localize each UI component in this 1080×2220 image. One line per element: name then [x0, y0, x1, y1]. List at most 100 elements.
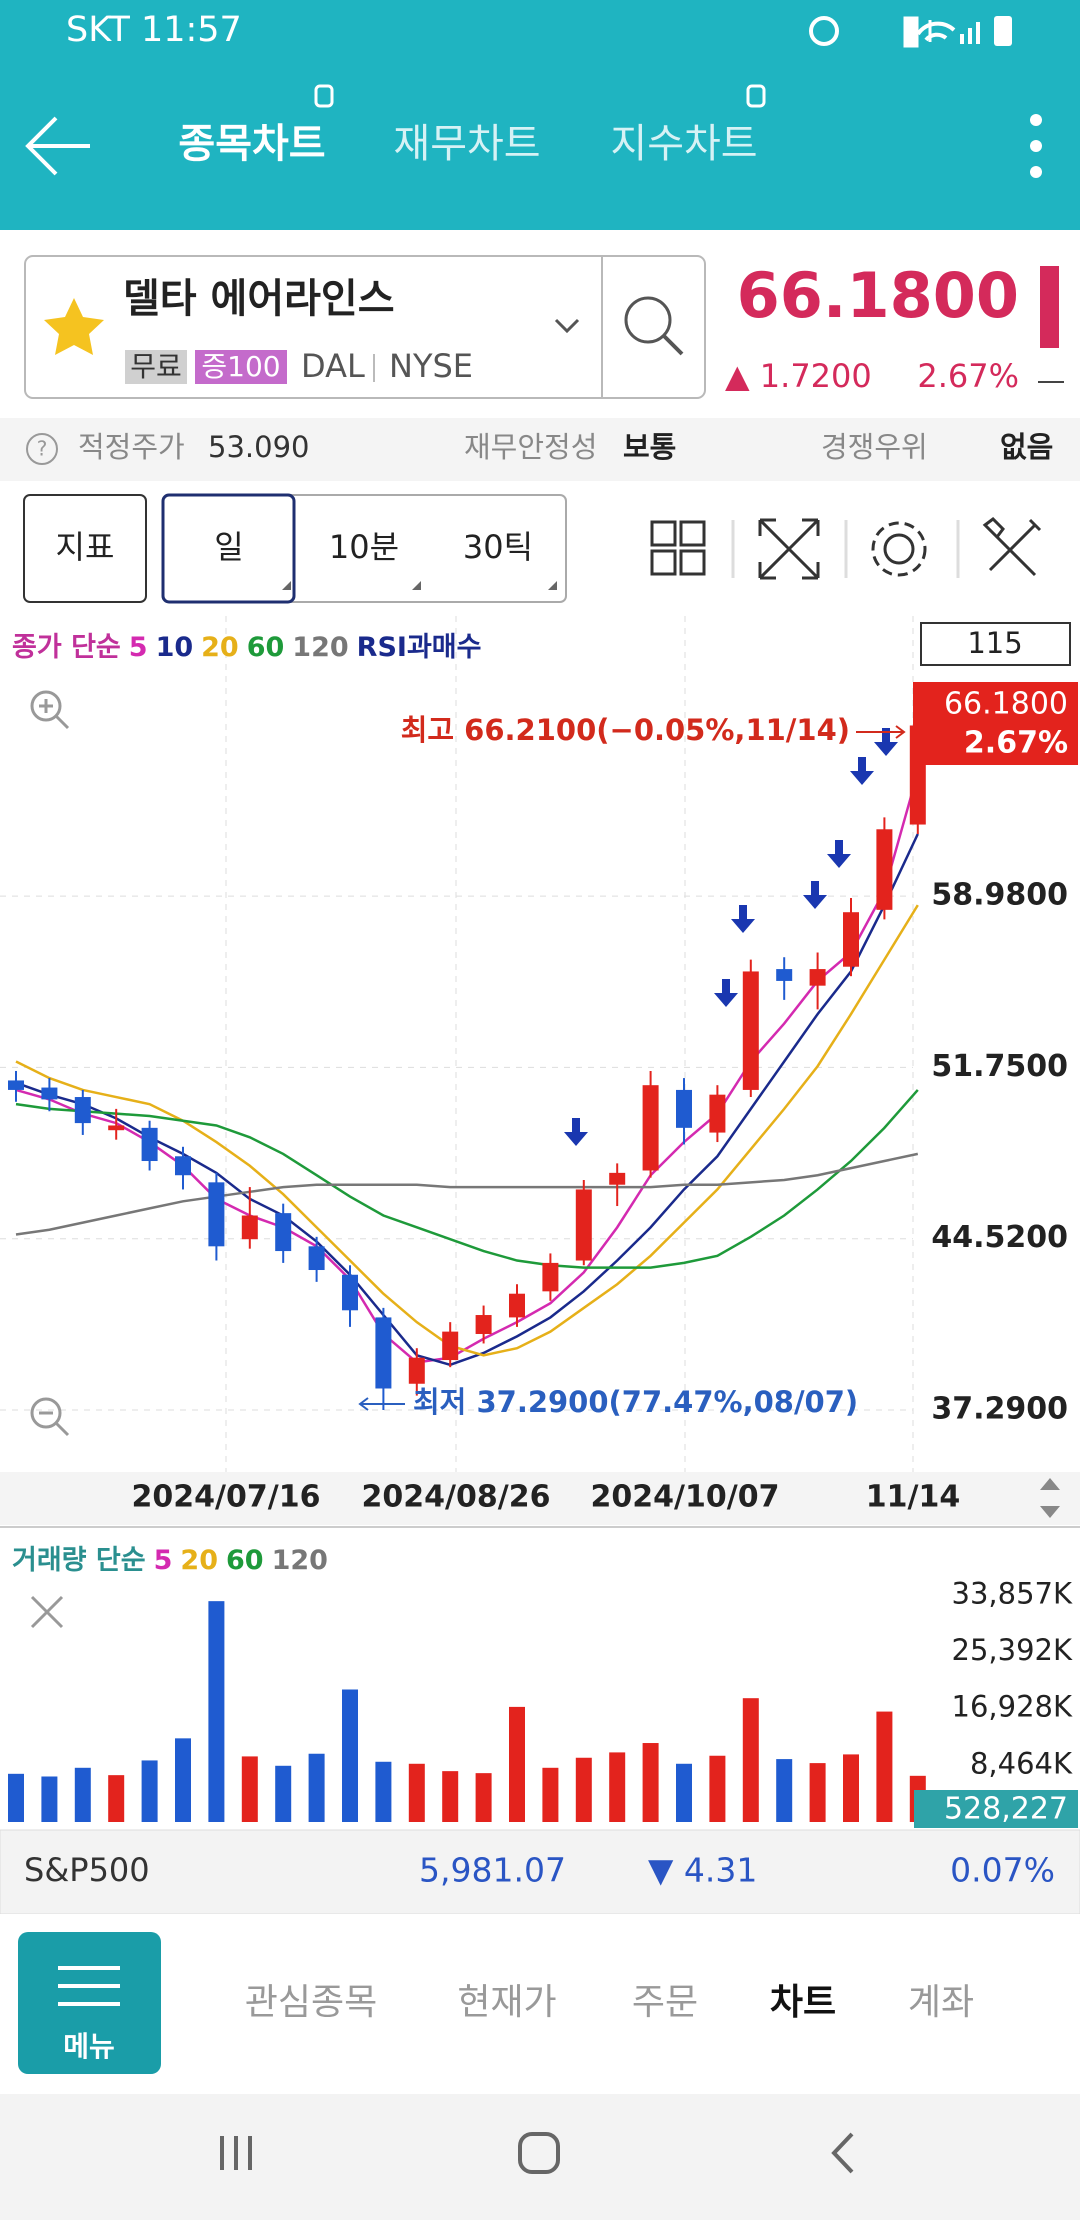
candle-body	[208, 1182, 225, 1247]
bottom-nav	[0, 1914, 1080, 2094]
nav-item[interactable]: 계좌	[908, 1982, 974, 2023]
volume-bar	[776, 1759, 793, 1822]
price-change: ▲ 1.7200	[725, 357, 872, 395]
info-value: 53.090	[208, 430, 309, 464]
period-label[interactable]: 10분	[329, 528, 399, 566]
legend-entry: 20	[180, 1545, 218, 1576]
nav-item-active[interactable]: 차트	[770, 1982, 836, 2023]
high-pointer	[856, 725, 906, 739]
x-tick-label: 2024/08/26	[362, 1480, 551, 1515]
ma-line	[15, 1152, 919, 1236]
candle-body	[542, 1262, 559, 1292]
corner-marks	[282, 581, 557, 590]
period-label[interactable]: 30틱	[463, 528, 533, 566]
signal-arrow	[731, 905, 755, 933]
price-plot: 37.2900 44.5200 51.7500 58.9800	[0, 616, 1068, 1472]
legend-entry: 5	[154, 1545, 173, 1576]
price-bar	[1040, 266, 1059, 348]
candle-body	[342, 1274, 358, 1311]
indicator-button[interactable]	[23, 494, 147, 603]
search-button[interactable]	[624, 296, 684, 356]
volume-bar	[542, 1767, 559, 1822]
stock-name: 델타 에어라인스	[123, 276, 395, 322]
candle-body	[408, 1357, 425, 1384]
period-day[interactable]	[161, 493, 296, 604]
legend-entry: 10	[156, 632, 194, 663]
tab-icon	[314, 84, 334, 108]
y-tick-label: 51.7500	[931, 1049, 1068, 1084]
ma-line	[15, 833, 919, 1367]
info-row	[0, 418, 1080, 481]
volume-bar	[108, 1775, 125, 1822]
candle-body	[141, 1127, 158, 1162]
y-tick-label: 33,857K	[952, 1576, 1073, 1610]
high-annotation: 최고 66.2100(−0.05%,11/14)	[401, 713, 850, 747]
favorite-star[interactable]	[44, 298, 104, 355]
signal-arrow	[827, 840, 851, 868]
legend-title: 종가 단순	[12, 632, 121, 663]
signal-arrow	[874, 728, 898, 756]
ma-line	[15, 1089, 919, 1269]
candle-count-box[interactable]	[920, 622, 1071, 666]
volume-bar	[609, 1752, 626, 1822]
volume-bar	[876, 1711, 893, 1822]
toolbar-icons[interactable]	[650, 517, 1042, 580]
price-chart-area	[0, 616, 1080, 1472]
info-value: 보통	[623, 430, 676, 464]
x-tick-label: 11/14	[866, 1480, 960, 1515]
last-price-tag	[913, 682, 1078, 765]
axis-scroll[interactable]	[1040, 1478, 1060, 1518]
dropdown-chevron[interactable]	[554, 318, 580, 334]
current-volume: 528,227	[944, 1792, 1068, 1827]
recent-apps[interactable]	[220, 2136, 252, 2170]
y-tick-label: 37.2900	[931, 1392, 1068, 1427]
candle-body	[709, 1094, 726, 1133]
current-volume-box	[914, 1790, 1078, 1828]
candle-body	[475, 1315, 492, 1334]
tab-index-chart[interactable]: 지수차트	[610, 121, 757, 167]
back-button[interactable]	[25, 116, 90, 176]
x-tick-label: 2024/10/07	[591, 1480, 780, 1515]
signal-arrow	[850, 757, 874, 785]
nav-item[interactable]: 관심종목	[245, 1982, 377, 2023]
zoom-out[interactable]	[30, 1397, 70, 1437]
nav-item[interactable]: 현재가	[457, 1982, 556, 2023]
candle-body	[375, 1317, 392, 1389]
price-change-pct: 2.67%	[917, 357, 1019, 395]
volume-plot: 8,464K 16,928K 25,392K 33,857K	[0, 1526, 1080, 1822]
date-labels: 2024/07/16 2024/08/26 2024/10/07 11/14	[132, 1480, 961, 1515]
candle-body	[442, 1331, 459, 1361]
status-icons	[809, 16, 1012, 48]
volume-bar	[843, 1754, 859, 1822]
volume-bar	[342, 1689, 358, 1822]
index-change-pct: 0.07%	[950, 1851, 1055, 1890]
more-menu[interactable]	[1030, 114, 1042, 178]
close-volume[interactable]	[30, 1595, 64, 1629]
volume-bar	[575, 1757, 592, 1822]
info-value: 없음	[1000, 430, 1053, 464]
date-axis	[0, 1472, 1080, 1525]
volume-bar	[275, 1765, 292, 1822]
tab-financial-chart[interactable]: 재무차트	[393, 121, 540, 167]
candle-body	[676, 1089, 692, 1128]
home[interactable]	[518, 2132, 560, 2174]
tab-icon	[746, 84, 766, 108]
nav-item[interactable]: 주문	[632, 1982, 698, 2023]
help-icon[interactable]	[26, 433, 58, 465]
zoom-in[interactable]	[30, 690, 70, 730]
menu-icon	[58, 1966, 120, 2006]
legend-entry: 60	[247, 632, 285, 663]
app-bar	[0, 0, 1080, 230]
y-tick-label: 44.5200	[931, 1220, 1068, 1255]
info-label: 재무안정성	[464, 430, 597, 464]
candle-body	[876, 829, 893, 910]
volume-bar	[742, 1698, 759, 1822]
candle-body	[642, 1085, 659, 1171]
tab-stock-chart[interactable]: 종목차트	[178, 121, 325, 167]
legend-entry: 120	[272, 1545, 328, 1576]
legend-entry: 20	[201, 632, 239, 663]
tag-bg	[195, 350, 287, 384]
back[interactable]	[831, 2132, 854, 2174]
volume-bar	[175, 1738, 191, 1822]
